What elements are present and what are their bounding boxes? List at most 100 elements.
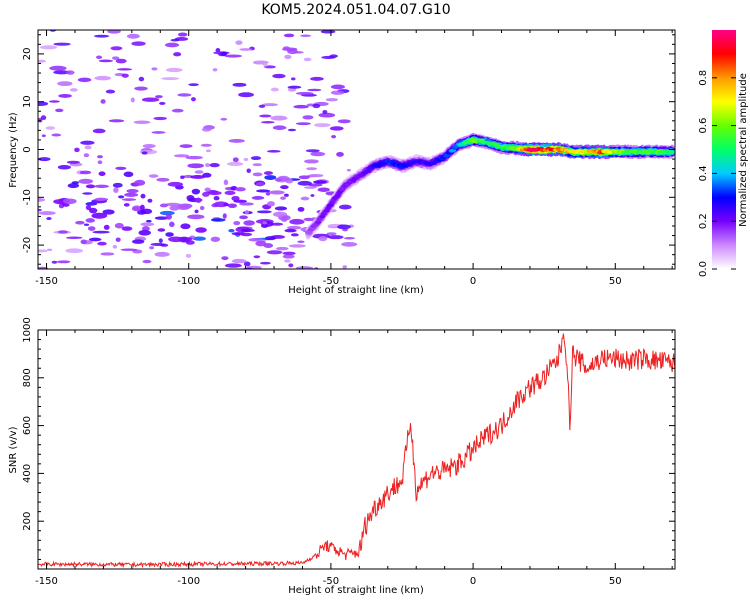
noise-cluster (275, 178, 282, 182)
noise-cluster (194, 209, 199, 214)
noise-speckle (306, 167, 318, 171)
noise-speckle (295, 122, 311, 126)
noise-speckle (179, 144, 193, 148)
noise-speckle (159, 101, 166, 105)
noise-speckle (38, 211, 56, 216)
noise-cluster (240, 232, 253, 237)
noise-speckle (138, 76, 145, 82)
spectrogram-y-ticks: -20 -10 0 10 20 (22, 34, 675, 265)
noise-cluster (121, 226, 133, 231)
noise-cluster (265, 191, 271, 196)
noise-cluster (102, 209, 115, 215)
x-tick-label: -150 (35, 276, 58, 287)
noise-cluster (231, 195, 240, 201)
noise-speckle (303, 186, 317, 189)
noise-cluster (262, 221, 268, 225)
noise-cluster (243, 220, 255, 226)
noise-speckle (164, 42, 180, 48)
noise-cluster (195, 227, 207, 233)
noise-speckle (329, 54, 338, 58)
noise-speckle (105, 89, 116, 94)
noise-speckle (232, 157, 239, 163)
noise-cluster (223, 203, 230, 207)
noise-speckle (149, 246, 155, 250)
noise-cluster (154, 216, 169, 220)
noise-speckle (107, 30, 121, 34)
noise-speckle (283, 33, 295, 38)
noise-cluster (195, 197, 202, 203)
noise-speckle (341, 241, 358, 247)
noise-speckle (235, 40, 243, 45)
noise-cluster (78, 178, 94, 184)
noise-speckle (262, 62, 268, 67)
y-tick-label: 20 (22, 48, 33, 61)
noise-speckle (287, 85, 302, 89)
noise-cluster (318, 236, 328, 242)
noise-cluster (180, 223, 191, 230)
noise-speckle (38, 249, 48, 253)
colorbar-gradient (712, 30, 736, 269)
noise-cluster (87, 226, 96, 231)
noise-speckle (272, 125, 287, 130)
noise-speckle (201, 127, 212, 132)
x-tick-label: -50 (323, 276, 339, 287)
noise-speckle (58, 93, 72, 98)
noise-speckle (130, 97, 135, 103)
noise-speckle (98, 59, 114, 63)
noise-speckle (165, 67, 183, 73)
noise-speckle (155, 95, 163, 99)
noise-speckle (338, 204, 352, 210)
noise-speckle (53, 42, 71, 46)
noise-speckle (287, 49, 299, 55)
noise-speckle (264, 65, 276, 69)
noise-speckle (133, 120, 151, 125)
noise-cluster (97, 241, 107, 246)
noise-speckle (212, 68, 218, 72)
noise-speckle (221, 256, 229, 261)
noise-speckle (187, 214, 205, 220)
noise-speckle (141, 97, 160, 102)
noise-speckle (239, 202, 254, 206)
noise-cluster (223, 179, 229, 186)
noise-cluster (91, 212, 108, 219)
noise-speckle (65, 248, 84, 253)
noise-speckle (251, 196, 265, 200)
noise-speckle (304, 159, 319, 164)
noise-cluster (140, 193, 146, 199)
noise-cluster (80, 239, 87, 245)
noise-speckle (92, 128, 106, 134)
noise-speckle (188, 83, 199, 87)
noise-speckle (205, 149, 211, 153)
noise-speckle (142, 259, 152, 264)
noise-speckle (69, 88, 78, 92)
noise-cluster (267, 201, 275, 207)
noise-cluster (190, 175, 206, 179)
noise-speckle (126, 33, 140, 39)
noise-speckle (153, 116, 167, 121)
noise-speckle (65, 70, 75, 75)
noise-speckle (293, 104, 309, 109)
noise-cluster (168, 236, 184, 243)
noise-cluster (123, 171, 134, 177)
noise-speckle (57, 81, 73, 87)
colorbar-label: Normalized spectral amplitude (738, 73, 749, 227)
noise-speckle (151, 131, 166, 134)
x-tick-label: -100 (177, 576, 200, 587)
x-tick-label: 50 (609, 276, 622, 287)
noise-speckle (312, 103, 321, 109)
x-tick-label: 50 (609, 576, 622, 587)
x-tick-label: 0 (470, 276, 476, 287)
noise-speckle (317, 187, 330, 192)
noise-speckle (79, 170, 92, 175)
noise-speckle (300, 34, 312, 38)
x-tick-label: -150 (35, 576, 58, 587)
noise-speckle (224, 263, 242, 268)
noise-cluster (67, 183, 80, 189)
noise-cluster (85, 204, 92, 211)
noise-speckle (318, 112, 336, 118)
noise-speckle (185, 155, 203, 160)
noise-cluster (165, 213, 172, 220)
noise-cluster (199, 205, 205, 211)
noise-speckle (56, 260, 71, 264)
noise-speckle (246, 168, 251, 174)
